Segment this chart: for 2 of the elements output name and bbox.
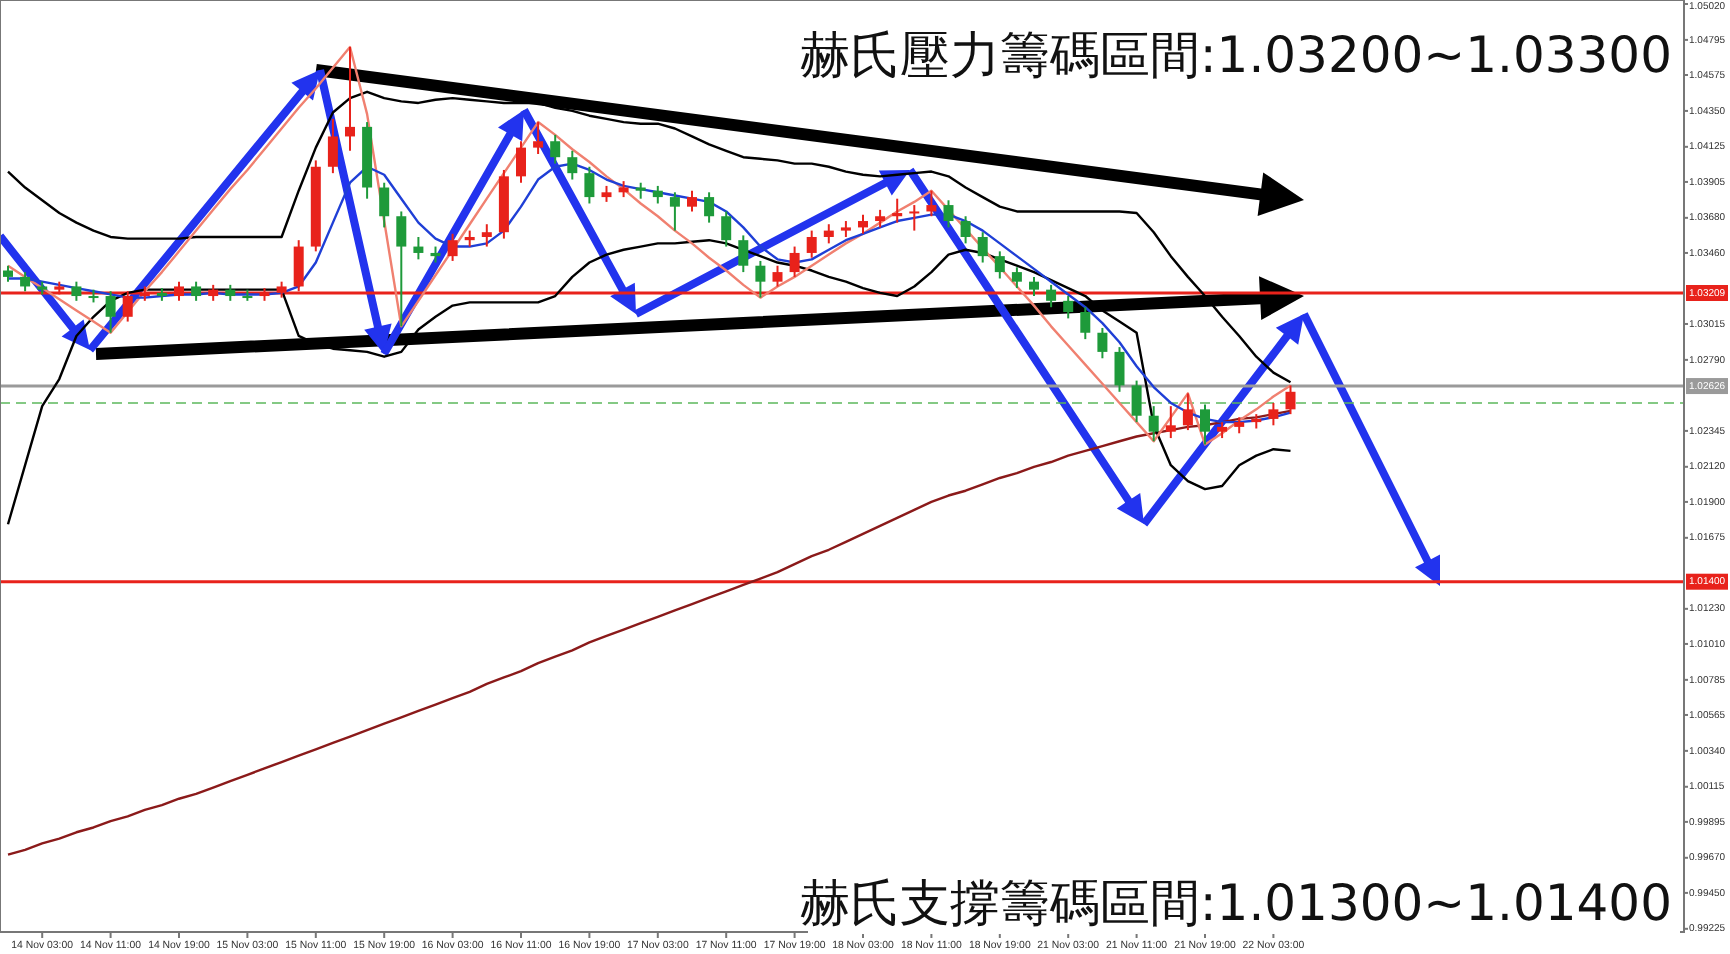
- annotation: 赫氏壓力籌碼區間:1.03200~1.03300: [799, 26, 1672, 84]
- annotation: 赫氏支撐籌碼區間:1.01300~1.01400: [799, 874, 1672, 932]
